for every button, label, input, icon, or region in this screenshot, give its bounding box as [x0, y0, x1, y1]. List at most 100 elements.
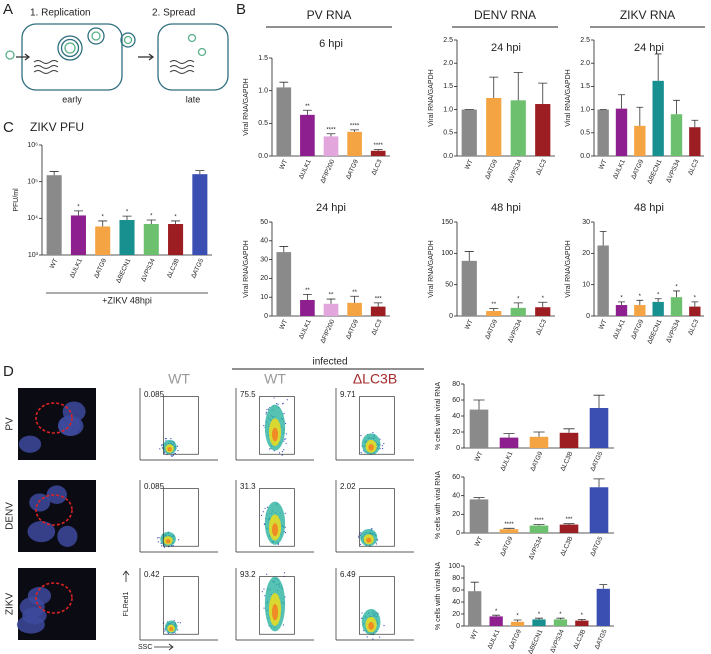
vesicle [60, 38, 80, 58]
event-dot [263, 607, 265, 609]
x-tick-label: ΔATG9 [345, 318, 360, 340]
x-tick-label: ΔATG9 [499, 535, 514, 557]
event-dot [262, 511, 264, 513]
x-tick-label: ΔATG9 [345, 158, 360, 180]
nucleus [57, 525, 78, 547]
x-tick-label: ΔATG9 [484, 158, 499, 180]
gate-value: 0.085 [144, 482, 165, 491]
error-bar [654, 53, 662, 81]
significance: * [495, 609, 498, 615]
x-tick-label: ΔULK1 [612, 318, 627, 340]
event-dot [277, 403, 279, 405]
event-dot [264, 507, 266, 509]
x-tick-label: ΔBECN1 [646, 318, 664, 345]
density [271, 427, 279, 442]
event-dot [359, 533, 361, 535]
error-bar [473, 399, 485, 410]
x-axis-label: +ZIKV 48hpi [102, 295, 152, 305]
virion [123, 35, 133, 45]
bar [559, 432, 579, 448]
density [167, 447, 172, 452]
step-label: 1. Replication [30, 8, 91, 19]
y-tick-label: 80 [452, 575, 460, 582]
panel-label: B [236, 1, 246, 18]
error-bar [636, 106, 644, 126]
event-dot [359, 532, 361, 534]
x-tick-label: WT [279, 159, 290, 171]
row-label: ZIKV [5, 593, 16, 616]
gate-value: 6.49 [340, 570, 356, 579]
bar [276, 252, 292, 316]
significance: * [174, 214, 177, 220]
event-dot [263, 424, 265, 427]
bar [370, 306, 386, 316]
axis-arrow [154, 643, 174, 651]
chart-title: ZIKV PFU [30, 120, 84, 134]
bar [489, 616, 503, 626]
event-dot [381, 445, 384, 447]
y-tick-label: 100 [448, 563, 460, 570]
y-tick-label: 60 [452, 587, 460, 594]
significance: * [694, 295, 697, 301]
bar [276, 87, 292, 156]
bar [46, 175, 62, 255]
event-dot [360, 617, 363, 619]
event-dot [164, 630, 166, 632]
y-tick-label: 40 [260, 238, 268, 245]
bar [652, 301, 664, 316]
x-tick-label: ΔULK1 [69, 257, 84, 279]
event-dot [269, 448, 271, 450]
error-bar [98, 220, 108, 227]
bar [615, 108, 628, 156]
error-bar [326, 298, 336, 304]
event-dot [260, 514, 263, 517]
bar [634, 305, 646, 316]
bar [535, 307, 551, 316]
bar [499, 529, 519, 533]
error-bar [122, 215, 132, 221]
virion [187, 33, 197, 43]
error-bar [691, 301, 699, 307]
error-bar [373, 302, 383, 307]
event-dot [161, 444, 163, 446]
nucleus [18, 435, 42, 453]
error-bar [563, 428, 575, 433]
significance: ** [329, 293, 334, 299]
gate [259, 396, 295, 455]
bar [347, 131, 362, 156]
y-tick-label: 0 [264, 313, 268, 320]
event-dot [283, 449, 285, 451]
arrow-head [24, 53, 31, 61]
error-bar [618, 301, 625, 306]
gate-value: 93.2 [240, 570, 256, 579]
vesicle [87, 27, 105, 45]
viral-rna-stain [35, 402, 73, 434]
error-bar [464, 251, 474, 261]
y-tick-label: 0 [456, 530, 460, 537]
y-tick-label: 150 [441, 219, 453, 226]
bar [95, 226, 111, 255]
error-bar [279, 246, 289, 253]
y-tick-label: 10³ [28, 252, 39, 259]
event-dot [170, 455, 172, 457]
bar [461, 260, 477, 316]
significance: **** [326, 127, 336, 133]
error-bar [599, 584, 608, 589]
error-bar [535, 617, 543, 620]
chart-title: 48 hpi [491, 202, 521, 214]
gate-value: 9.71 [340, 390, 356, 399]
panel-label: D [3, 363, 14, 380]
event-dot [381, 447, 384, 450]
bar [597, 245, 609, 316]
flow-y-axis-label: FLRed1 [123, 591, 130, 616]
axis-arrow [122, 570, 130, 582]
error-bar [489, 308, 499, 311]
error-bar [538, 301, 548, 308]
y-tick-label: 30 [260, 256, 268, 263]
error-bar [513, 619, 522, 622]
bar [510, 307, 526, 316]
row-label: PV [5, 417, 16, 431]
x-tick-label: ΔLC3 [687, 318, 700, 336]
error-bar [556, 617, 565, 620]
